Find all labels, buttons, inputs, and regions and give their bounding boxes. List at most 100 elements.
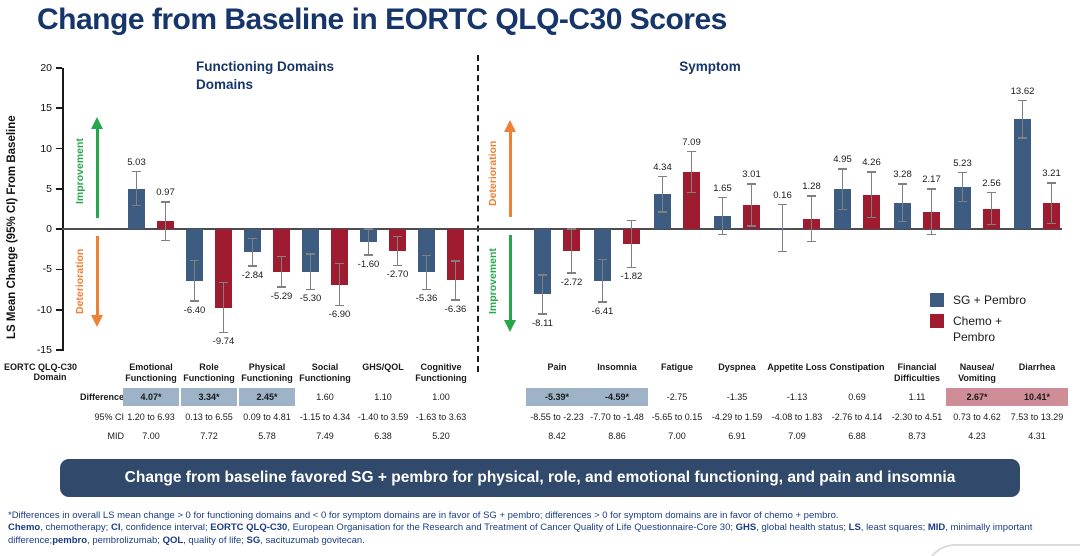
table-ci-cell: -2.76 to 4.14 [831,412,883,422]
table-domain-row-label-line: EORTC QLQ-C30 [4,362,78,372]
y-axis-tick [56,147,62,150]
error-bar [454,260,457,301]
table-domain-column-header: Dyspnea [706,362,768,373]
footnotes: *Differences in overall LS mean change >… [8,510,1072,547]
bar-value-label: -6.36 [444,303,467,315]
decorative-corner-curve [925,544,1080,556]
error-bar-cap [987,191,996,193]
error-bar-cap [778,250,787,253]
footnote-abbrev-term: LS [848,522,861,534]
error-bar-cap [1047,182,1056,184]
table-domain-column-header-line: Nausea/ [959,362,995,372]
table-mid-cell: 7.72 [200,431,218,441]
section-header-line: Domains [196,76,254,92]
deterioration-arrow-head-left [91,315,103,327]
error-bar-cap [927,233,936,235]
footnote-abbrev-term: QOL [162,534,184,546]
table-domain-column-header: GHS/QOL [355,362,411,373]
bar-value-label: -1.60 [357,258,380,270]
y-axis-tick-label: 15 [40,102,52,115]
table-mid-cell: 7.00 [668,431,686,441]
table-domain-column-header-line: Financial [897,362,937,372]
footnote-abbrev-term: Chemo [8,522,41,534]
error-bar-cap [658,175,667,178]
table-domain-column-header-line: Fatigue [660,362,693,372]
table-mid-cell: 4.23 [968,431,986,441]
error-bar [781,203,784,252]
footnote-abbrev-term: MID [927,522,946,534]
table-ci-cell: -1.15 to 4.34 [299,412,351,422]
footnote-abbrev-text: , minimally important difference; [8,522,1033,546]
table-domain-row-label-line: Domain [33,372,67,382]
error-bar-cap [277,255,286,258]
y-axis-tick [56,188,62,190]
table-domain-column-header-line: Constipation [829,362,885,372]
footnote-abbrev-text: , quality of life; [183,534,247,546]
footnote-abbrev-text: , global health status; [756,522,849,534]
table-mid-cell: 6.38 [374,431,392,441]
error-bar-cap [161,240,170,242]
table-ci-cell: 7.53 to 13.29 [1010,412,1064,422]
y-axis-tick [56,349,62,351]
table-domain-column-header: Appetite Loss [766,362,828,373]
table-mid-cell: 6.88 [848,431,866,441]
y-axis-tick [56,268,62,271]
table-difference-cell: -1.35 [726,392,748,402]
error-bar-cap [598,259,607,261]
error-bar-cap [1018,100,1027,102]
error-bar-cap [718,233,727,236]
bar-value-label: -6.90 [328,309,351,321]
legend-swatch-chemo-pembro [930,314,944,329]
error-bar [990,191,993,226]
y-axis-tick [56,67,62,69]
bar-chemo-pembro [331,229,348,285]
deterioration-label-left: Deterioration [74,248,86,314]
error-bar-cap [451,299,460,301]
improvement-label-right: Improvement [487,248,499,314]
bar-value-label: -5.36 [415,293,438,305]
error-bar-cap [898,220,907,223]
footnote-abbrev-term: EORTC QLQ-C30 [210,522,288,534]
footnote-abbrev-text: , European Organisation for the Research… [287,522,736,534]
y-axis-tick-label: 10 [40,142,52,155]
bar-value-label: 1.28 [802,181,821,193]
y-axis-tick-label: 20 [40,62,52,74]
footnote-abbrev-term: SG [246,534,261,546]
footnote-abbrev-term: CI [110,522,121,534]
error-bar [251,237,254,267]
table-difference-row-label: Difference [79,392,124,402]
error-bar-cap [627,266,636,268]
error-bar [841,168,844,211]
table-difference-cell: 2.45* [239,388,295,406]
table-mid-cell: 7.49 [316,431,334,441]
error-bar-cap [598,301,607,303]
error-bar [1021,100,1024,139]
table-difference-cell: 1.11 [908,392,926,402]
table-difference-cell: -5.39* [526,388,588,406]
table-ci-cell: 1.20 to 6.93 [127,412,175,422]
table-domain-column-header-line: Vomiting [958,373,996,384]
legend-label-line: Pembro [953,330,996,345]
error-bar-cap [393,235,402,237]
improvement-arrow-left [96,128,99,218]
bar-chemo-pembro [273,229,290,272]
table-domain-column-header: Cognitive Functioning [413,362,469,385]
legend-item-sg-pembro: SG + Pembro [930,292,1026,308]
bar-sg-pembro [1014,119,1031,230]
footnote-abbrev-term: GHS [735,522,757,534]
table-domain-column-header-line: Physical [248,362,286,372]
error-bar-cap [807,195,816,197]
bar-sg-pembro [954,187,971,230]
table-ci-cell: -4.08 to 1.83 [771,412,823,422]
error-bar-cap [867,216,876,219]
legend: SG + Pembro Chemo + Pembro [930,292,1026,351]
error-bar-cap [132,204,141,207]
error-bar [135,170,138,207]
table-difference-cell: 2.67* [946,388,1008,406]
bar-value-label: -8.11 [532,317,553,329]
table-ci-cell: -2.30 to 4.51 [891,412,943,422]
bar-value-label: 2.17 [922,174,941,186]
bar-value-label: 4.34 [653,161,672,173]
